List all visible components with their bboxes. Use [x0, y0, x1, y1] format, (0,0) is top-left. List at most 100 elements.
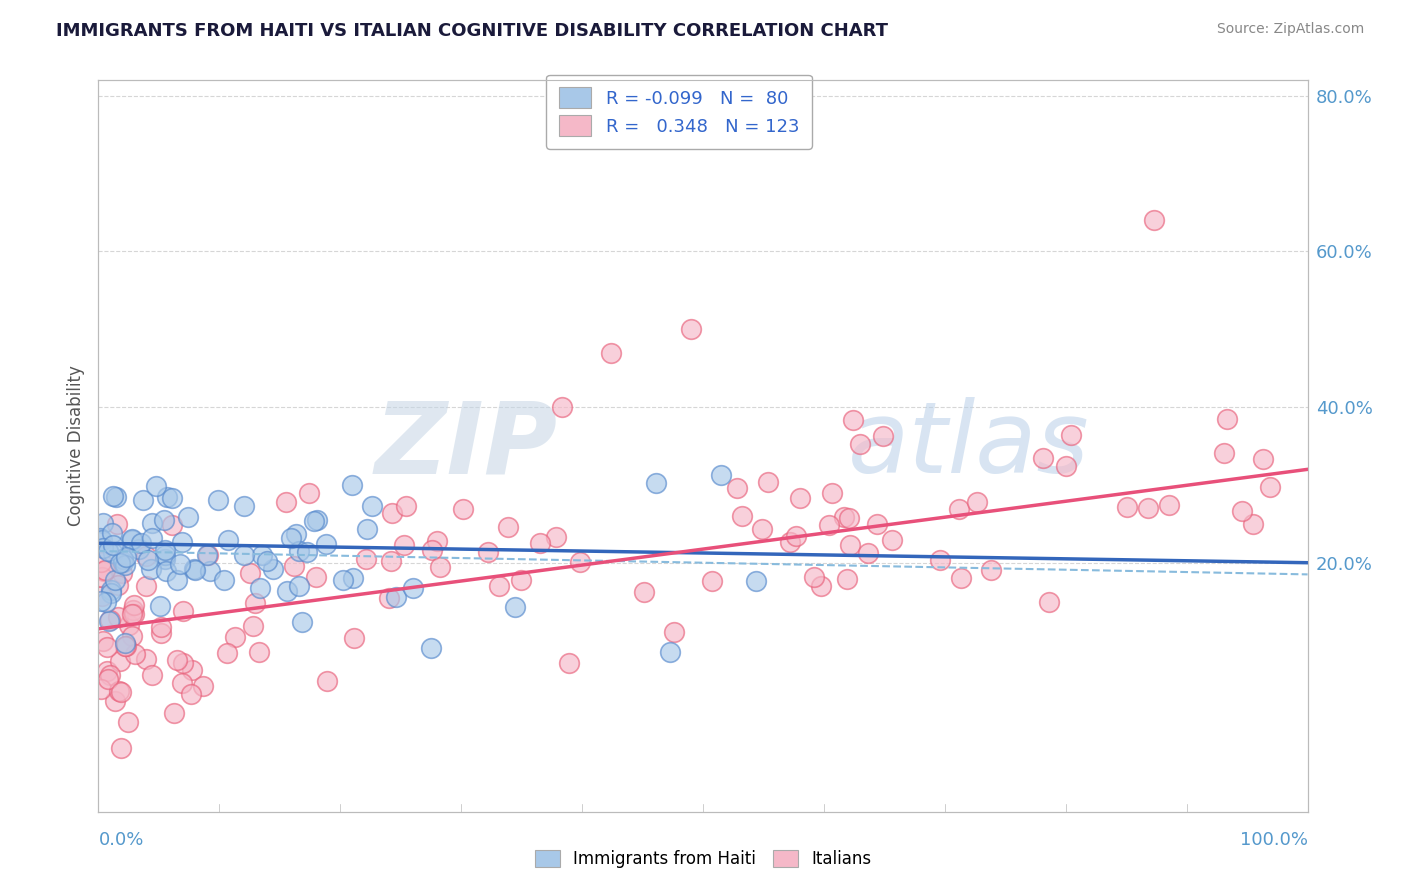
Point	[97, 672, 120, 686]
Point	[91, 570, 114, 584]
Point	[785, 529, 807, 543]
Point	[162, 518, 184, 533]
Point	[129, 535, 152, 549]
Point	[834, 509, 856, 524]
Point	[285, 526, 308, 541]
Point	[135, 549, 157, 563]
Point	[1251, 451, 1274, 466]
Text: 0.0%: 0.0%	[98, 831, 143, 849]
Point	[121, 607, 143, 621]
Point	[114, 558, 136, 573]
Point	[276, 584, 298, 599]
Point	[928, 553, 950, 567]
Point	[283, 558, 305, 573]
Point	[117, 714, 139, 729]
Point	[644, 476, 666, 491]
Point	[170, 675, 193, 690]
Point	[488, 579, 510, 593]
Point	[343, 632, 366, 646]
Point	[789, 491, 811, 505]
Point	[134, 579, 156, 593]
Point	[122, 599, 145, 613]
Point	[121, 603, 143, 617]
Point	[980, 563, 1002, 577]
Point	[332, 573, 354, 587]
Point	[681, 322, 703, 336]
Point	[90, 555, 112, 569]
Point	[184, 563, 207, 577]
Point	[745, 574, 768, 589]
Point	[758, 475, 780, 490]
Point	[135, 651, 157, 665]
Point	[101, 526, 124, 541]
Point	[315, 673, 337, 688]
Point	[91, 633, 114, 648]
Legend: R = -0.099   N =  80, R =   0.348   N = 123: R = -0.099 N = 80, R = 0.348 N = 123	[546, 75, 811, 149]
Point	[700, 574, 723, 588]
Point	[149, 619, 172, 633]
Point	[207, 493, 229, 508]
Point	[429, 559, 451, 574]
Point	[98, 614, 121, 628]
Point	[1038, 594, 1060, 608]
Point	[96, 640, 118, 654]
Point	[356, 551, 378, 566]
Point	[731, 508, 754, 523]
Point	[381, 507, 404, 521]
Point	[114, 636, 136, 650]
Point	[111, 566, 134, 581]
Point	[361, 500, 384, 514]
Point	[243, 596, 266, 610]
Point	[1260, 480, 1282, 494]
Point	[155, 564, 177, 578]
Point	[872, 429, 894, 443]
Point	[842, 413, 865, 427]
Point	[1136, 500, 1159, 515]
Point	[104, 694, 127, 708]
Point	[838, 511, 860, 525]
Point	[305, 513, 328, 527]
Point	[247, 644, 270, 658]
Point	[810, 579, 832, 593]
Point	[107, 578, 129, 592]
Point	[166, 574, 188, 588]
Point	[395, 499, 418, 513]
Point	[131, 493, 153, 508]
Point	[948, 502, 970, 516]
Point	[302, 514, 325, 528]
Point	[420, 542, 443, 557]
Point	[145, 479, 167, 493]
Point	[392, 538, 415, 552]
Point	[110, 685, 132, 699]
Point	[152, 513, 174, 527]
Point	[546, 530, 568, 544]
Point	[664, 624, 686, 639]
Point	[103, 538, 125, 552]
Point	[91, 516, 114, 530]
Point	[90, 682, 112, 697]
Point	[839, 538, 862, 552]
Point	[180, 687, 202, 701]
Point	[274, 495, 297, 509]
Point	[149, 625, 172, 640]
Point	[94, 563, 117, 577]
Point	[108, 557, 131, 571]
Point	[287, 579, 309, 593]
Point	[949, 571, 972, 585]
Point	[93, 564, 115, 578]
Point	[256, 553, 278, 567]
Point	[94, 595, 117, 609]
Point	[288, 543, 311, 558]
Point	[112, 555, 135, 569]
Point	[659, 645, 682, 659]
Point	[250, 548, 273, 562]
Point	[100, 586, 122, 600]
Point	[1230, 503, 1253, 517]
Point	[114, 639, 136, 653]
Point	[419, 641, 441, 656]
Point	[818, 518, 841, 533]
Text: atlas: atlas	[848, 398, 1090, 494]
Point	[262, 561, 284, 575]
Point	[966, 494, 988, 508]
Point	[385, 590, 408, 604]
